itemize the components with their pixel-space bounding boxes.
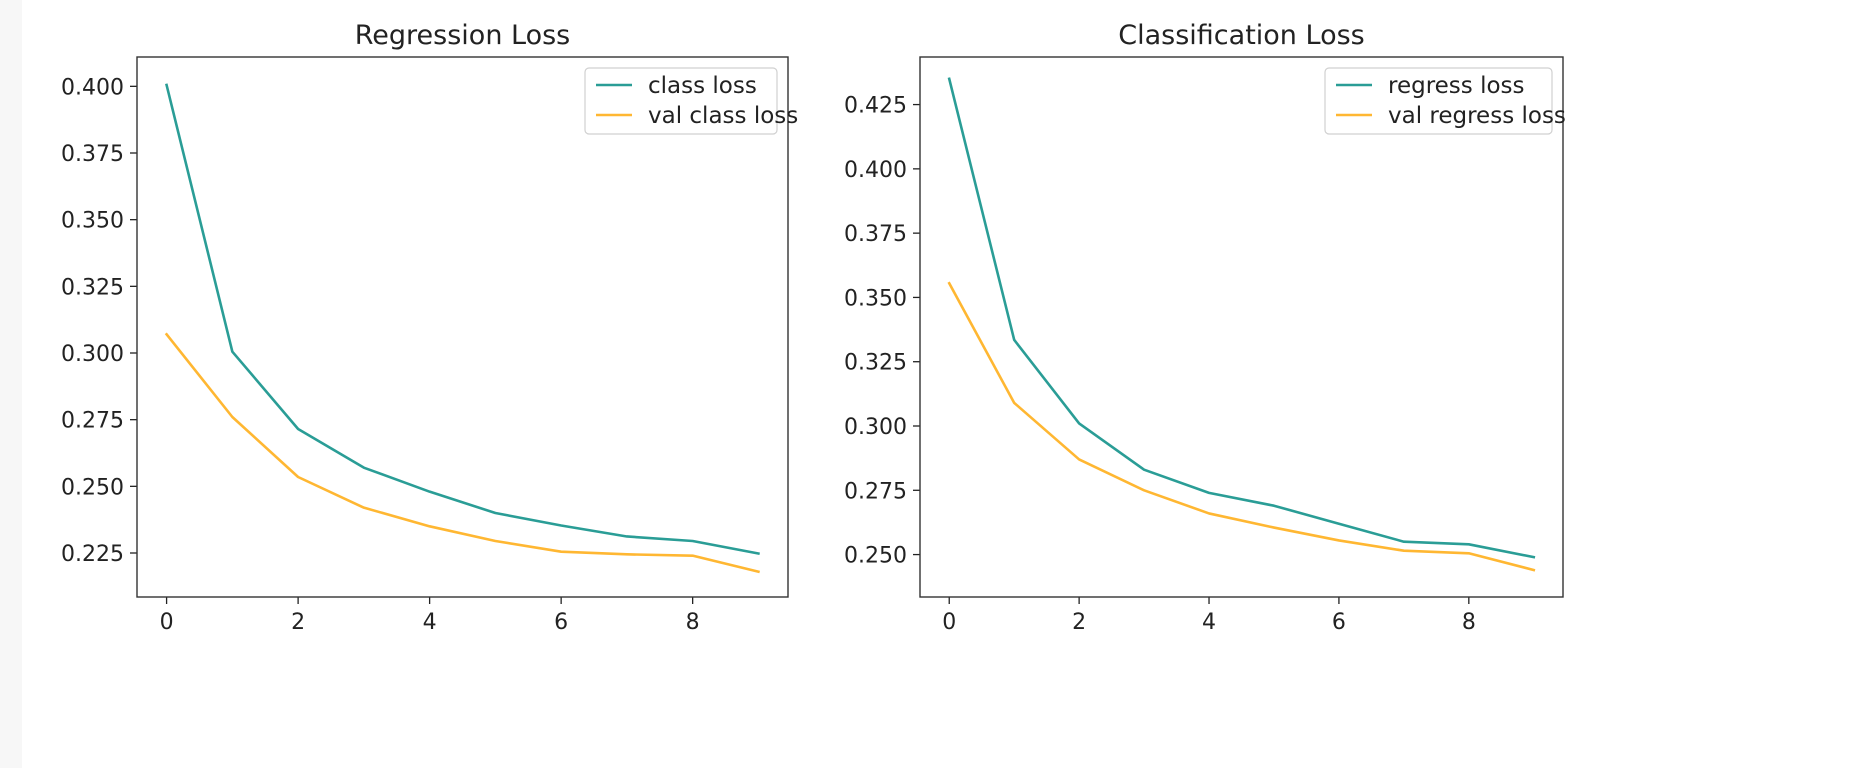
series-line-2	[947, 281, 1536, 572]
x-tick-label: 8	[1462, 610, 1476, 635]
x-tick-label: 4	[423, 610, 437, 635]
x-tick-label: 8	[686, 610, 700, 635]
y-tick-label: 0.250	[844, 544, 907, 569]
y-tick-label: 0.350	[844, 286, 907, 311]
x-tick-label: 2	[291, 610, 305, 635]
legend-label: class loss	[648, 73, 757, 99]
y-tick-label: 0.375	[61, 142, 124, 167]
y-tick-label: 0.300	[61, 342, 124, 367]
x-tick-label: 6	[554, 610, 568, 635]
legend-label: val class loss	[648, 103, 798, 129]
x-tick-label: 2	[1072, 610, 1086, 635]
legend: class loss val class loss	[584, 67, 798, 135]
x-tick-label: 0	[160, 610, 174, 635]
y-tick-label: 0.225	[61, 542, 124, 567]
chart-title: Classification Loss	[1118, 20, 1364, 51]
y-tick-label: 0.300	[844, 415, 907, 440]
series-line-2	[164, 332, 760, 574]
legend-label: val regress loss	[1388, 103, 1566, 129]
legend: regress loss val regress loss	[1324, 67, 1566, 135]
legend-label: regress loss	[1388, 73, 1525, 99]
legend-box	[584, 67, 778, 135]
y-tick-label: 0.425	[844, 94, 907, 119]
y-tick-label: 0.350	[61, 209, 124, 234]
y-tick-label: 0.400	[844, 158, 907, 183]
y-tick-label: 0.325	[61, 275, 124, 300]
figure-canvas: Regression Loss 0.225 0.250 0.275 0.300 0.325…	[61, 20, 1566, 635]
chart-1: Regression Loss 0.225 0.250 0.275 0.300 0.325…	[61, 20, 798, 635]
y-tick-label: 0.275	[844, 479, 907, 504]
y-tick-label: 0.400	[61, 75, 124, 100]
y-tick-label: 0.325	[844, 351, 907, 376]
legend-box	[1324, 67, 1553, 135]
x-tick-label: 6	[1332, 610, 1346, 635]
chart-2: Classification Loss 0.250 0.275 0.300 0.325 0…	[844, 20, 1566, 635]
x-tick-label: 0	[942, 610, 956, 635]
plot-frame	[136, 56, 789, 598]
y-tick-label: 0.250	[61, 475, 124, 500]
y-tick-label: 0.375	[844, 222, 907, 247]
x-tick-label: 4	[1202, 610, 1216, 635]
y-tick-label: 0.275	[61, 409, 124, 434]
figure: Regression Loss 0.225 0.250 0.275 0.300 0.325…	[22, 0, 1875, 768]
plot-frame	[919, 56, 1564, 598]
chart-title: Regression Loss	[355, 20, 571, 51]
series-line-1	[165, 83, 760, 556]
series-line-1	[947, 77, 1536, 559]
